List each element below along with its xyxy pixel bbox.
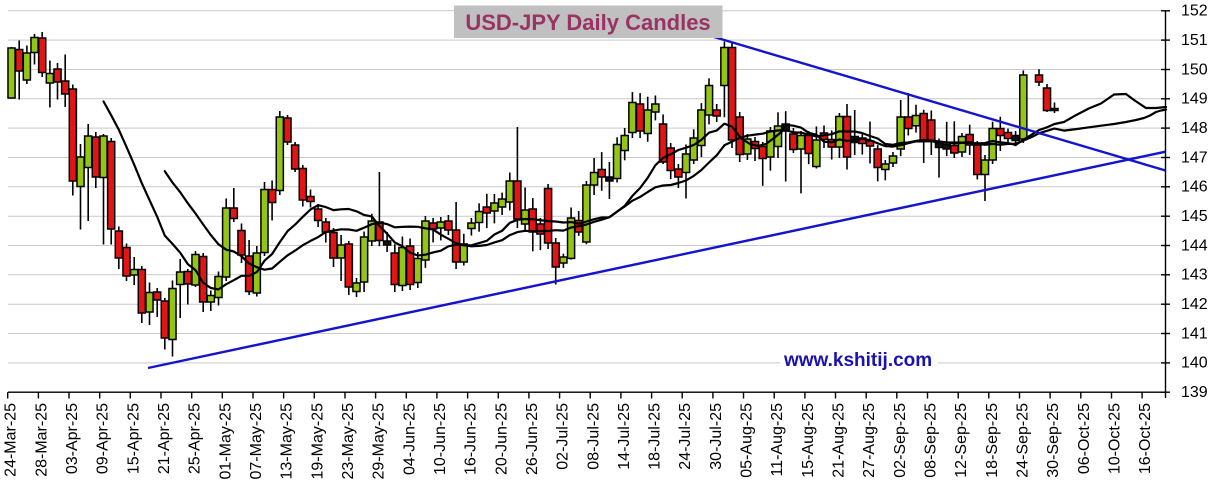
svg-text:21-Aug-25: 21-Aug-25 [831, 403, 848, 478]
svg-text:151: 151 [1181, 32, 1208, 49]
svg-text:www.kshitij.com: www.kshitij.com [783, 350, 932, 371]
svg-text:19-May-25: 19-May-25 [309, 403, 326, 480]
svg-text:03-Apr-25: 03-Apr-25 [64, 403, 81, 474]
svg-text:06-Oct-25: 06-Oct-25 [1076, 403, 1093, 474]
svg-text:24-Mar-25: 24-Mar-25 [3, 403, 20, 477]
svg-text:USD-JPY Daily Candles: USD-JPY Daily Candles [465, 10, 710, 35]
svg-text:24-Jul-25: 24-Jul-25 [677, 403, 694, 470]
svg-text:146: 146 [1181, 179, 1208, 196]
svg-text:28-Mar-25: 28-Mar-25 [33, 403, 50, 477]
svg-text:08-Sep-25: 08-Sep-25 [923, 403, 940, 478]
svg-text:147: 147 [1181, 149, 1208, 166]
svg-text:20-Jun-25: 20-Jun-25 [493, 403, 510, 475]
svg-text:18-Jul-25: 18-Jul-25 [647, 403, 664, 470]
svg-text:150: 150 [1181, 61, 1208, 78]
svg-text:25-Apr-25: 25-Apr-25 [187, 403, 204, 474]
svg-text:140: 140 [1181, 355, 1208, 372]
svg-text:152: 152 [1181, 3, 1208, 20]
svg-text:05-Aug-25: 05-Aug-25 [739, 403, 756, 478]
svg-text:26-Jun-25: 26-Jun-25 [524, 403, 541, 475]
svg-text:08-Jul-25: 08-Jul-25 [585, 403, 602, 470]
svg-text:12-Sep-25: 12-Sep-25 [953, 403, 970, 478]
svg-text:29-May-25: 29-May-25 [371, 403, 388, 480]
svg-text:139: 139 [1181, 384, 1208, 401]
svg-text:23-May-25: 23-May-25 [340, 403, 357, 480]
svg-text:15-Apr-25: 15-Apr-25 [125, 403, 142, 474]
svg-text:30-Sep-25: 30-Sep-25 [1045, 403, 1062, 478]
svg-text:16-Jun-25: 16-Jun-25 [463, 403, 480, 475]
svg-text:21-Apr-25: 21-Apr-25 [156, 403, 173, 474]
svg-text:16-Oct-25: 16-Oct-25 [1137, 403, 1154, 474]
svg-text:11-Aug-25: 11-Aug-25 [769, 403, 786, 477]
svg-text:14-Jul-25: 14-Jul-25 [616, 403, 633, 470]
svg-text:09-Apr-25: 09-Apr-25 [95, 403, 112, 474]
svg-text:07-May-25: 07-May-25 [248, 403, 265, 480]
svg-text:30-Jul-25: 30-Jul-25 [708, 403, 725, 470]
svg-text:144: 144 [1181, 237, 1208, 254]
svg-text:24-Sep-25: 24-Sep-25 [1015, 403, 1032, 478]
svg-text:143: 143 [1181, 267, 1208, 284]
svg-text:04-Jun-25: 04-Jun-25 [401, 403, 418, 475]
svg-text:145: 145 [1181, 208, 1208, 225]
svg-text:141: 141 [1181, 325, 1208, 342]
svg-text:149: 149 [1181, 91, 1208, 108]
svg-text:10-Oct-25: 10-Oct-25 [1107, 403, 1124, 474]
svg-text:02-Jul-25: 02-Jul-25 [555, 403, 572, 470]
svg-text:02-Sep-25: 02-Sep-25 [892, 403, 909, 478]
svg-text:27-Aug-25: 27-Aug-25 [861, 403, 878, 478]
svg-text:10-Jun-25: 10-Jun-25 [432, 403, 449, 475]
svg-text:18-Sep-25: 18-Sep-25 [984, 403, 1001, 478]
svg-text:148: 148 [1181, 120, 1208, 137]
svg-text:01-May-25: 01-May-25 [217, 403, 234, 480]
svg-text:13-May-25: 13-May-25 [279, 403, 296, 480]
svg-text:15-Aug-25: 15-Aug-25 [800, 403, 817, 478]
svg-text:142: 142 [1181, 296, 1208, 313]
